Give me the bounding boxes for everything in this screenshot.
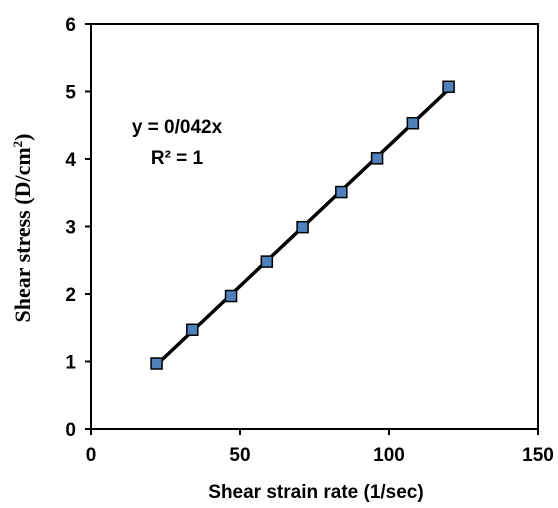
data-point	[370, 152, 384, 165]
data-point	[296, 220, 309, 234]
data-point	[224, 289, 238, 303]
r-squared-label: R² = 1	[151, 148, 204, 169]
y-tick-label: 5	[65, 83, 76, 104]
data-point	[260, 255, 274, 268]
x-tick-label: 50	[229, 445, 250, 466]
y-axis-title: Shear stress (D/cm2)	[10, 134, 35, 323]
x-tick-label: 150	[522, 445, 554, 466]
data-point	[335, 185, 348, 199]
x-tick-label: 100	[373, 445, 405, 466]
x-tick-label: 0	[86, 445, 97, 466]
x-axis-ticks: 0 50 100 150	[86, 429, 554, 466]
data-point	[406, 116, 420, 130]
y-tick-label: 2	[65, 285, 76, 306]
data-points	[150, 80, 455, 370]
y-tick-label: 3	[65, 218, 76, 239]
data-point	[442, 80, 455, 94]
x-axis-title: Shear strain rate (1/sec)	[208, 482, 423, 503]
y-axis-title-close: )	[10, 134, 35, 141]
data-point	[150, 357, 163, 370]
trendline-equation: y = 0/042x	[132, 117, 223, 138]
y-tick-label: 6	[65, 15, 76, 36]
y-axis-title-superscript: 2	[10, 141, 25, 148]
y-tick-label: 4	[65, 150, 76, 171]
y-tick-label: 0	[65, 420, 76, 441]
data-point	[186, 323, 199, 337]
y-tick-label: 1	[65, 353, 76, 374]
y-axis-ticks: 0 1 2 3 4 5 6	[65, 15, 91, 441]
y-axis-title-main: Shear stress (D/cm	[10, 147, 35, 322]
